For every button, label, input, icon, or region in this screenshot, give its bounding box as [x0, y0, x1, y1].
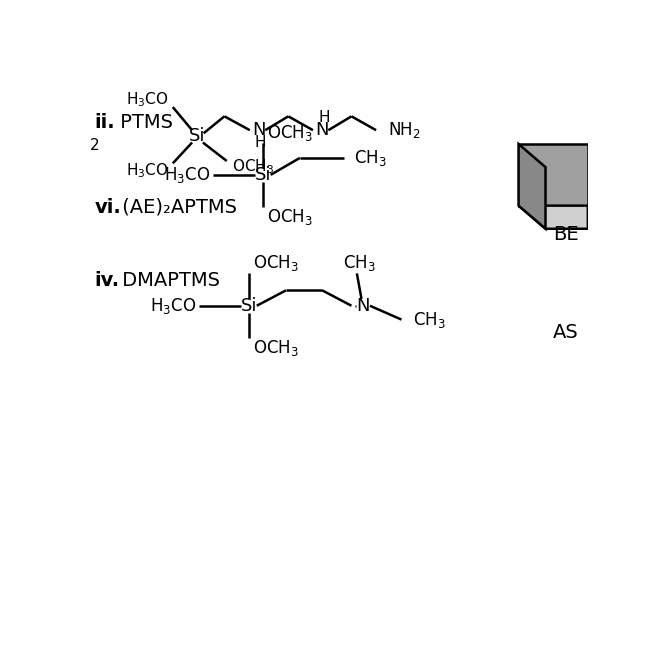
Text: AS: AS — [553, 323, 579, 342]
Text: NH$_2$: NH$_2$ — [388, 120, 421, 140]
Text: DMAPTMS: DMAPTMS — [116, 271, 220, 290]
Text: OCH$_3$: OCH$_3$ — [267, 122, 312, 143]
Text: BE: BE — [553, 225, 579, 244]
Text: CH$_3$: CH$_3$ — [354, 148, 386, 168]
Text: 2: 2 — [90, 138, 100, 153]
Text: vi.: vi. — [94, 198, 121, 217]
Text: H: H — [255, 135, 267, 150]
Polygon shape — [519, 144, 546, 229]
Text: H$_3$CO: H$_3$CO — [126, 161, 168, 179]
Text: H: H — [318, 111, 329, 125]
Text: iv.: iv. — [94, 271, 119, 290]
Text: H$_3$CO: H$_3$CO — [126, 90, 168, 109]
Text: N: N — [316, 121, 329, 140]
Text: N: N — [252, 121, 266, 140]
Text: CH$_3$: CH$_3$ — [343, 253, 375, 273]
Text: CH$_3$: CH$_3$ — [413, 310, 446, 329]
Text: OCH$_3$: OCH$_3$ — [253, 338, 299, 358]
Polygon shape — [519, 144, 588, 206]
Text: Si: Si — [189, 127, 206, 145]
Text: Si: Si — [255, 166, 271, 184]
Text: N: N — [356, 297, 370, 315]
Text: H$_3$CO: H$_3$CO — [151, 296, 196, 316]
Text: OCH$_3$: OCH$_3$ — [232, 158, 274, 176]
Text: PTMS: PTMS — [115, 113, 174, 132]
Polygon shape — [519, 206, 588, 229]
Text: (AE)₂APTMS: (AE)₂APTMS — [116, 198, 237, 217]
Text: H$_3$CO: H$_3$CO — [164, 165, 210, 185]
Text: OCH$_3$: OCH$_3$ — [267, 207, 312, 227]
Text: ii.: ii. — [94, 113, 115, 132]
Text: Si: Si — [241, 297, 257, 315]
Text: OCH$_3$: OCH$_3$ — [253, 253, 299, 273]
